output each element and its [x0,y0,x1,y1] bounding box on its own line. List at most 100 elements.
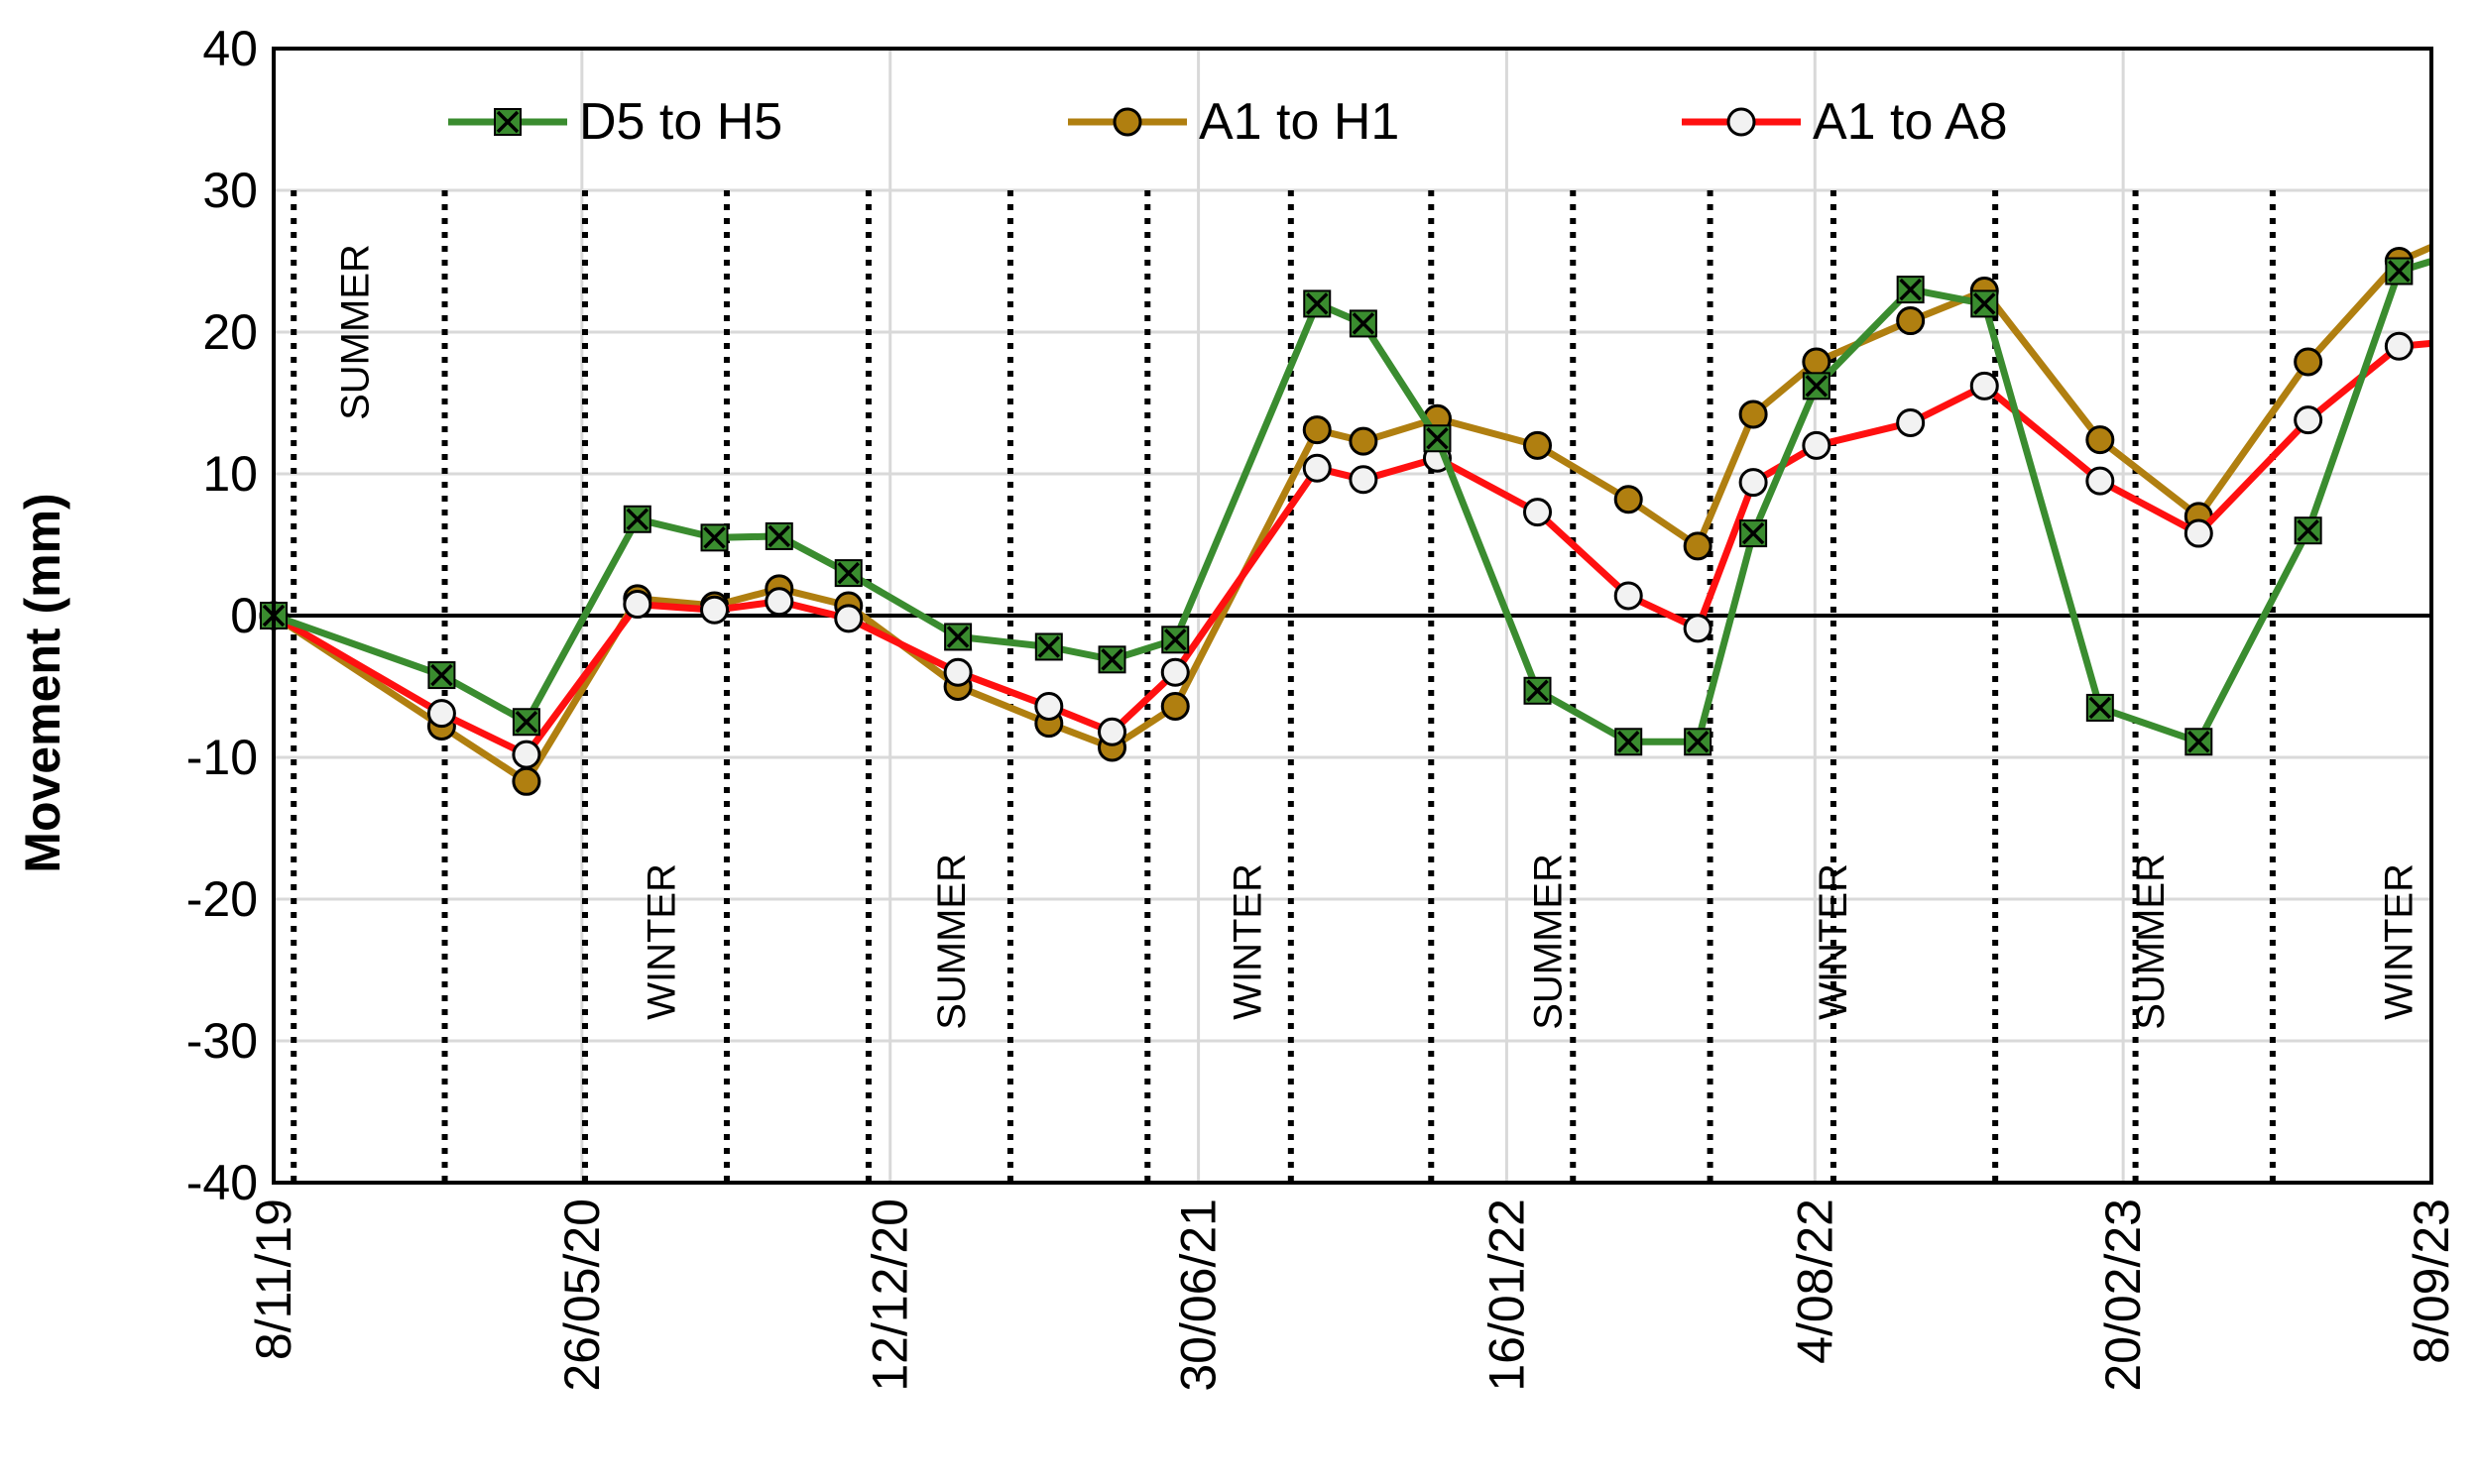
season-label: SUMMER [2129,854,2173,1030]
data-point-marker [2384,331,2414,361]
data-point-cross [1805,375,1829,398]
data-point-marker [1160,657,1190,687]
data-point-marker [1613,485,1643,514]
y-tick-label: 20 [202,304,258,360]
data-point-marker [2294,347,2323,377]
series-a1-to-a8 [259,331,2432,769]
x-tick-label: 8/11/19 [246,1199,301,1360]
data-point-cross [946,626,970,648]
data-point-cross [1164,628,1187,651]
legend: D5 to H5 A1 to H1 A1 to A8 [448,93,2008,151]
season-label: WINTER [2377,863,2420,1020]
series-line [272,339,2432,758]
plot-frame [272,47,2433,1185]
legend-label: A1 to A8 [1813,93,2008,151]
season-label: WINTER [1226,863,1269,1020]
x-tick-label: 4/08/22 [1787,1199,1842,1364]
data-point-marker [512,766,541,796]
x-tick-label: 20/02/23 [2095,1199,2151,1392]
data-point-marker [1523,430,1553,460]
data-point-cross [1037,635,1061,658]
season-label: SUMMER [333,244,377,420]
data-point-cross [496,110,520,134]
data-point-marker [1034,692,1064,722]
data-point-marker [1726,107,1756,137]
data-point-cross [1899,278,1922,301]
data-point-marker [1802,347,1831,377]
data-point-marker [1969,371,1999,400]
y-tick-label: 10 [202,446,258,502]
data-point-marker [1896,306,1926,336]
season-labels: SUMMER WINTER SUMMER WINTER SUMMER WINTER SUMM… [333,244,2420,1030]
y-tick-label: 40 [202,21,258,76]
y-tick-label: -40 [186,1155,258,1210]
x-tick-labels: 8/11/19 26/05/20 12/12/20 30/06/21 16/01/22 4… [246,1199,2459,1392]
legend-item: A1 to A8 [1682,93,2008,151]
y-axis-label: Movement (mm) [15,493,70,872]
x-tick-label: 30/06/21 [1171,1199,1227,1392]
data-point-cross [2388,260,2411,283]
data-point-marker [1302,453,1332,483]
data-point-marker [2184,518,2213,548]
data-point-marker [1302,415,1332,445]
series-d5-to-h5 [260,257,2433,756]
data-point-marker [1738,400,1768,429]
season-boundaries [291,190,2276,1183]
data-point-cross [1352,312,1375,335]
data-point-cross [1616,731,1640,753]
data-point-cross [767,524,791,548]
series-group [259,243,2433,796]
data-point-cross [2088,696,2112,720]
data-point-marker [1160,692,1190,722]
data-point-cross [1426,427,1449,450]
data-point-marker [1802,430,1831,460]
data-point-marker [1896,408,1926,438]
data-point-cross [1101,648,1123,671]
gridlines [274,49,2431,1183]
data-point-marker [623,590,652,620]
data-point-cross [626,508,649,530]
data-point-cross [2297,518,2319,542]
data-point-cross [1526,679,1549,703]
data-point-marker [1349,465,1378,495]
data-point-cross [430,663,453,687]
data-point-marker [1683,614,1712,643]
data-point-marker [834,604,864,633]
data-point-marker [512,740,541,769]
legend-item: A1 to H1 [1068,93,1399,151]
y-tick-label: -10 [186,730,258,785]
data-point-cross [1973,292,1996,315]
data-point-marker [1683,531,1712,561]
season-label: SUMMER [1526,854,1570,1030]
y-tick-label: 30 [202,163,258,218]
data-point-marker [2294,405,2323,435]
data-point-marker [700,595,730,625]
season-label: WINTER [641,863,684,1020]
legend-label: A1 to H1 [1199,93,1399,151]
data-point-cross [2187,731,2210,753]
data-point-cross [837,561,860,585]
data-point-cross [1686,731,1710,753]
plot-area-border [272,47,2433,1185]
data-point-marker [765,587,794,617]
x-tick-label: 26/05/20 [554,1199,610,1392]
data-point-marker [943,657,973,687]
legend-item: D5 to H5 [448,93,782,151]
data-point-marker [426,699,456,729]
data-point-cross [1741,521,1765,545]
x-tick-label: 8/09/23 [2404,1199,2459,1364]
x-tick-label: 16/01/22 [1478,1199,1534,1392]
data-point-marker [1613,581,1643,611]
data-point-marker [2085,425,2115,455]
data-point-cross [703,526,726,549]
data-point-marker [1349,426,1378,456]
data-point-marker [1738,468,1768,498]
season-label: SUMMER [930,854,974,1030]
data-point-cross [515,711,538,734]
y-tick-label: -30 [186,1013,258,1069]
data-point-cross [1306,292,1329,315]
x-tick-label: 12/12/20 [863,1199,918,1392]
data-point-marker [1113,107,1142,137]
